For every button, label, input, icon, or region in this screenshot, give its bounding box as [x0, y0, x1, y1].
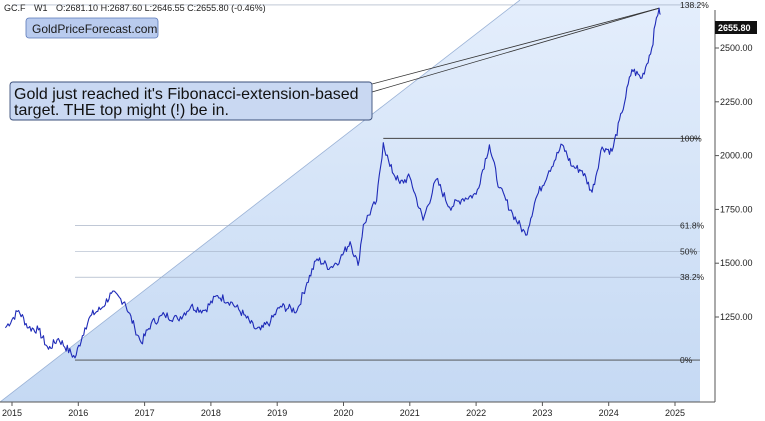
fibonacci-levels: 0% 38.2% 50% 61.8% 100% 138.2%: [12, 0, 709, 365]
ticker-symbol: GC.F: [4, 3, 26, 13]
x-tick-label: 2019: [267, 408, 287, 418]
fib-level-label: 100%: [680, 133, 702, 143]
y-axis: 1250.00 1500.00 1750.00 2000.00 2250.00 2500.…: [715, 43, 753, 322]
x-tick-label: 2015: [2, 408, 22, 418]
x-tick-label: 2018: [201, 408, 221, 418]
annotation-callout: Gold just reached it's Fibonacci-extensi…: [9, 81, 373, 121]
brand-label: GoldPriceForecast.com: [32, 22, 157, 36]
fib-level-label: 138.2%: [680, 0, 709, 10]
x-tick-label: 2016: [68, 408, 88, 418]
last-price-value: 2655.80: [718, 23, 751, 33]
x-tick-label: 2017: [135, 408, 155, 418]
y-tick-label: 2500.00: [720, 43, 753, 53]
x-tick-label: 2023: [532, 408, 552, 418]
fib-level-label: 61.8%: [680, 221, 705, 231]
annotation-line-1: Gold just reached it's Fibonacci-extensi…: [14, 86, 359, 103]
x-tick-label: 2025: [665, 408, 685, 418]
x-tick-label: 2022: [466, 408, 486, 418]
y-tick-label: 1750.00: [720, 204, 753, 214]
timeframe-label: W1: [34, 3, 48, 13]
x-tick-label: 2024: [599, 408, 619, 418]
chart-header-ohlc: GC.F W1 O:2681.10 H:2687.60 L:2646.55 C:…: [4, 3, 266, 13]
fib-level-label: 38.2%: [680, 272, 705, 282]
x-tick-label: 2021: [400, 408, 420, 418]
trend-diagonal-line: [0, 0, 521, 403]
y-tick-label: 2000.00: [720, 151, 753, 161]
y-tick-label: 1250.00: [720, 312, 753, 322]
callout-pointer-line: [371, 7, 660, 93]
last-price-badge: 2655.80: [715, 21, 757, 34]
trend-shaded-region: [0, 0, 700, 402]
y-tick-label: 1500.00: [720, 258, 753, 268]
y-tick-label: 2250.00: [720, 97, 753, 107]
x-tick-label: 2020: [333, 408, 353, 418]
brand-watermark: GoldPriceForecast.com: [25, 17, 159, 39]
price-series-line: [4, 7, 661, 359]
ohlc-readout: O:2681.10 H:2687.60 L:2646.55 C:2655.80 …: [56, 3, 266, 13]
x-axis: 2015 2016 2017 2018 2019 2020 2021 2022 2023 2024…: [2, 402, 685, 418]
annotation-pointer: [371, 7, 660, 93]
callout-pointer-line: [371, 7, 660, 85]
annotation-line-2: target. THE top might (!) be in.: [14, 102, 229, 119]
fib-level-label: 50%: [680, 246, 697, 256]
fib-level-label: 0%: [680, 355, 693, 365]
